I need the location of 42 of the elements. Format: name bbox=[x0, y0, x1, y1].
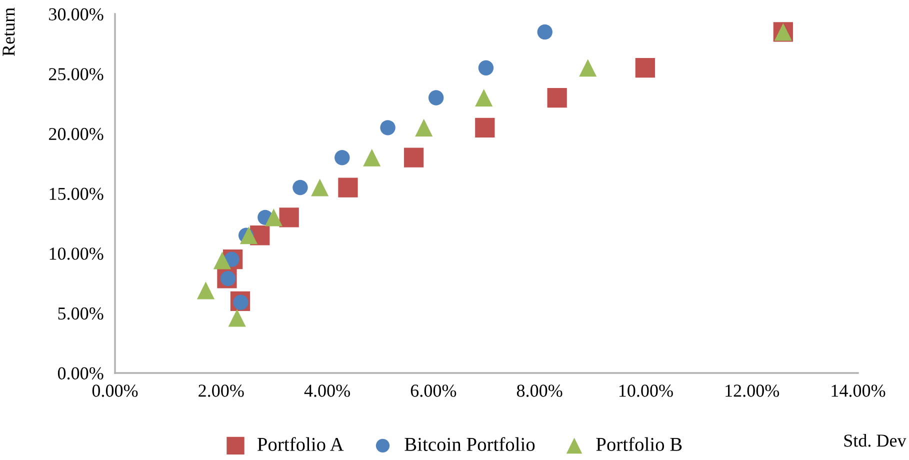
y-tick-label: 20.00% bbox=[49, 128, 104, 140]
point bbox=[579, 59, 597, 77]
point bbox=[264, 208, 282, 226]
x-axis-title: Std. Dev bbox=[844, 434, 906, 447]
point bbox=[240, 226, 258, 244]
point bbox=[475, 118, 495, 138]
y-tick-label: 0.00% bbox=[58, 367, 104, 380]
point bbox=[311, 178, 329, 196]
point bbox=[547, 88, 567, 108]
x-tick-label: 6.00% bbox=[410, 384, 456, 397]
y-tick-label: 10.00% bbox=[50, 248, 104, 260]
point bbox=[363, 148, 381, 166]
point bbox=[228, 309, 246, 327]
y-tick-label: 30.00% bbox=[49, 8, 104, 21]
point bbox=[478, 60, 494, 76]
legend-label: Portfolio B bbox=[596, 437, 682, 451]
point bbox=[338, 178, 358, 198]
point bbox=[635, 58, 656, 78]
point bbox=[292, 180, 308, 196]
y-axis-title: Return bbox=[2, 8, 15, 56]
point bbox=[428, 90, 444, 106]
point bbox=[537, 24, 552, 40]
y-tick-label: 5.00% bbox=[58, 307, 104, 320]
legend-label: Portfolio A bbox=[257, 437, 344, 451]
x-tick-label: 8.00% bbox=[516, 384, 562, 397]
point bbox=[404, 148, 424, 168]
legend-label: Bitcoin Portfolio bbox=[404, 437, 535, 451]
point bbox=[475, 88, 493, 107]
x-tick-label: 12.00% bbox=[726, 384, 780, 397]
point bbox=[380, 120, 396, 136]
x-tick-label: 2.00% bbox=[198, 384, 244, 397]
y-tick-label: 25.00% bbox=[49, 68, 104, 80]
point bbox=[415, 118, 433, 136]
point bbox=[279, 208, 299, 228]
point bbox=[213, 252, 231, 270]
point bbox=[334, 150, 350, 166]
point bbox=[196, 282, 215, 300]
x-tick-label: 14.00% bbox=[832, 384, 886, 397]
x-tick-label: 0.00% bbox=[92, 384, 138, 397]
x-tick-label: 4.00% bbox=[304, 384, 350, 397]
x-tick-label: 10.00% bbox=[619, 384, 673, 397]
y-tick-label: 15.00% bbox=[50, 188, 104, 200]
